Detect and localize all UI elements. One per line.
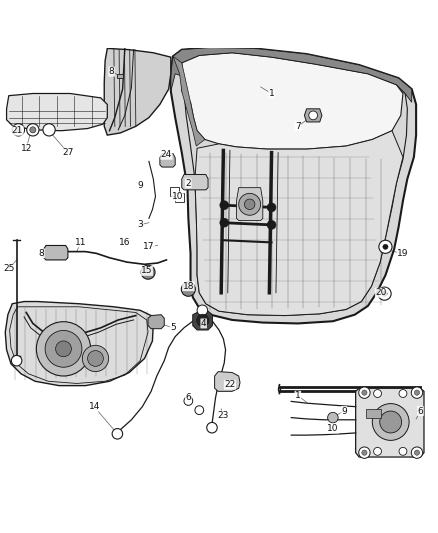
Circle shape bbox=[362, 450, 367, 455]
Polygon shape bbox=[182, 53, 403, 149]
Circle shape bbox=[383, 244, 388, 249]
Text: 8: 8 bbox=[109, 67, 115, 76]
Polygon shape bbox=[193, 311, 212, 330]
Circle shape bbox=[374, 447, 381, 455]
Circle shape bbox=[359, 387, 370, 398]
Text: 5: 5 bbox=[170, 324, 176, 332]
Circle shape bbox=[414, 390, 420, 395]
Polygon shape bbox=[148, 314, 164, 329]
Text: 2: 2 bbox=[186, 179, 191, 188]
Circle shape bbox=[359, 447, 370, 458]
Circle shape bbox=[112, 429, 123, 439]
Circle shape bbox=[220, 219, 229, 227]
Polygon shape bbox=[171, 47, 412, 102]
Text: 17: 17 bbox=[143, 243, 155, 251]
Circle shape bbox=[27, 124, 39, 136]
Circle shape bbox=[267, 221, 276, 229]
Circle shape bbox=[184, 397, 193, 405]
Circle shape bbox=[56, 341, 71, 357]
Text: 10: 10 bbox=[327, 424, 339, 433]
Circle shape bbox=[362, 390, 367, 395]
Circle shape bbox=[207, 423, 217, 433]
Polygon shape bbox=[170, 187, 179, 196]
Circle shape bbox=[11, 356, 22, 366]
Circle shape bbox=[374, 390, 381, 398]
Text: 1: 1 bbox=[295, 391, 301, 400]
Text: 1: 1 bbox=[268, 89, 275, 98]
Circle shape bbox=[267, 203, 276, 212]
Text: 11: 11 bbox=[75, 238, 87, 247]
Circle shape bbox=[43, 124, 55, 136]
Text: 10: 10 bbox=[172, 192, 183, 201]
Polygon shape bbox=[117, 74, 123, 78]
Circle shape bbox=[244, 199, 255, 209]
Polygon shape bbox=[304, 109, 322, 122]
Circle shape bbox=[15, 127, 21, 133]
Text: 9: 9 bbox=[137, 181, 143, 190]
Text: 21: 21 bbox=[12, 126, 23, 135]
Polygon shape bbox=[175, 193, 184, 201]
Circle shape bbox=[30, 127, 36, 133]
Text: 9: 9 bbox=[341, 407, 347, 416]
Text: 16: 16 bbox=[119, 238, 131, 247]
Polygon shape bbox=[215, 372, 240, 391]
Circle shape bbox=[399, 447, 407, 455]
Polygon shape bbox=[7, 93, 107, 131]
Circle shape bbox=[399, 390, 407, 398]
Polygon shape bbox=[356, 388, 424, 457]
Circle shape bbox=[411, 387, 423, 398]
Text: 3: 3 bbox=[137, 220, 143, 229]
Polygon shape bbox=[195, 131, 403, 316]
Circle shape bbox=[82, 345, 109, 372]
Circle shape bbox=[36, 322, 91, 376]
Text: 12: 12 bbox=[21, 144, 32, 153]
Text: 6: 6 bbox=[185, 393, 191, 402]
Polygon shape bbox=[44, 246, 68, 260]
Circle shape bbox=[309, 111, 318, 120]
Text: 19: 19 bbox=[397, 249, 409, 258]
Circle shape bbox=[378, 287, 391, 300]
Text: 18: 18 bbox=[183, 282, 194, 290]
Circle shape bbox=[382, 291, 387, 296]
Polygon shape bbox=[104, 49, 171, 135]
Text: 7: 7 bbox=[295, 122, 301, 131]
Circle shape bbox=[379, 240, 392, 253]
Text: 25: 25 bbox=[3, 264, 14, 273]
Circle shape bbox=[372, 403, 409, 440]
Polygon shape bbox=[171, 47, 416, 324]
Text: 8: 8 bbox=[39, 249, 45, 258]
Text: 6: 6 bbox=[417, 407, 424, 416]
Circle shape bbox=[181, 282, 195, 296]
Text: 4: 4 bbox=[201, 319, 206, 328]
Circle shape bbox=[239, 193, 261, 215]
Polygon shape bbox=[5, 302, 153, 386]
Polygon shape bbox=[173, 56, 205, 146]
Circle shape bbox=[197, 314, 209, 327]
Circle shape bbox=[411, 447, 423, 458]
Text: 24: 24 bbox=[161, 150, 172, 159]
Circle shape bbox=[88, 351, 103, 366]
Circle shape bbox=[195, 406, 204, 415]
Polygon shape bbox=[182, 174, 208, 190]
Circle shape bbox=[414, 450, 420, 455]
Circle shape bbox=[328, 413, 338, 423]
Text: 14: 14 bbox=[88, 402, 100, 411]
Circle shape bbox=[197, 305, 208, 316]
Text: 20: 20 bbox=[375, 288, 387, 297]
Text: 22: 22 bbox=[224, 380, 236, 389]
Polygon shape bbox=[366, 409, 381, 418]
Polygon shape bbox=[160, 154, 175, 167]
Circle shape bbox=[141, 265, 155, 279]
Circle shape bbox=[12, 124, 25, 136]
Text: 23: 23 bbox=[218, 411, 229, 420]
Text: 27: 27 bbox=[62, 148, 74, 157]
Circle shape bbox=[380, 411, 402, 433]
Polygon shape bbox=[237, 188, 263, 221]
Circle shape bbox=[220, 201, 229, 209]
Circle shape bbox=[45, 330, 82, 367]
Text: 15: 15 bbox=[141, 266, 152, 276]
